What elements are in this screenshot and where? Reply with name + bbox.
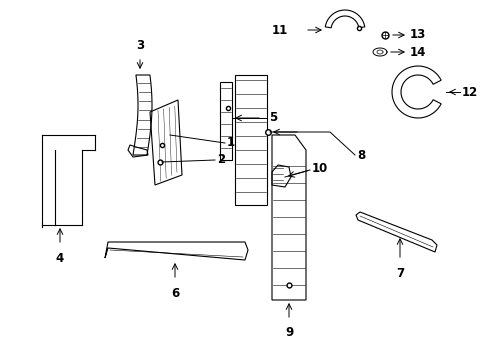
Text: 10: 10 [311, 162, 327, 175]
Text: 4: 4 [56, 252, 64, 265]
Text: 9: 9 [285, 326, 292, 339]
Text: 3: 3 [136, 39, 144, 52]
Text: 11: 11 [271, 23, 287, 36]
Text: 8: 8 [356, 149, 365, 162]
Text: 5: 5 [268, 112, 277, 125]
Text: 12: 12 [461, 85, 477, 99]
Text: 6: 6 [170, 287, 179, 300]
Text: 1: 1 [226, 136, 235, 149]
Text: 14: 14 [409, 45, 426, 58]
Text: 7: 7 [395, 267, 403, 280]
Text: 13: 13 [409, 28, 426, 41]
Text: 2: 2 [217, 153, 224, 166]
